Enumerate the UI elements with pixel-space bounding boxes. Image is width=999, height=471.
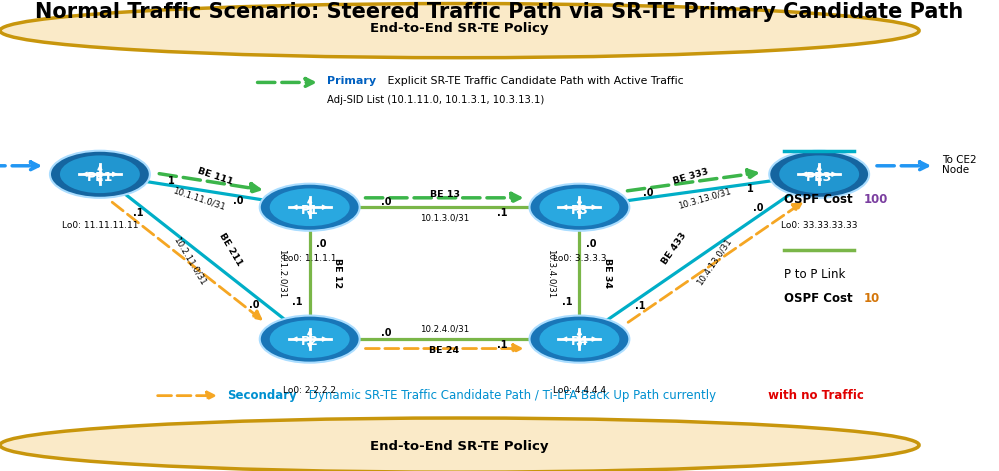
Text: .0: .0 — [382, 328, 392, 339]
Text: Lo0: 1.1.1.1: Lo0: 1.1.1.1 — [283, 254, 337, 263]
Text: P to PE Link: P to PE Link — [784, 170, 853, 183]
Text: 100: 100 — [864, 193, 888, 206]
Text: PE3: PE3 — [806, 171, 832, 184]
Text: .1: .1 — [498, 208, 507, 218]
Text: 10.1.11.0/31: 10.1.11.0/31 — [172, 186, 227, 212]
Ellipse shape — [0, 3, 919, 57]
Text: Normal Traffic Scenario: Steered Traffic Path via SR-TE Primary Candidate Path: Normal Traffic Scenario: Steered Traffic… — [35, 2, 964, 22]
Text: OSPF Cost: OSPF Cost — [784, 292, 857, 305]
Text: BE 12: BE 12 — [333, 258, 343, 288]
Text: 10.3.13.0/31: 10.3.13.0/31 — [676, 187, 732, 211]
Text: End-to-End SR-TE Policy: End-to-End SR-TE Policy — [371, 22, 548, 35]
Text: .0: .0 — [382, 196, 392, 207]
Text: P3: P3 — [570, 203, 588, 217]
Text: 1: 1 — [746, 184, 753, 194]
Circle shape — [50, 151, 150, 198]
Text: BE 333: BE 333 — [671, 167, 709, 186]
Text: with no Traffic: with no Traffic — [764, 389, 864, 402]
Text: P to P Link: P to P Link — [784, 268, 845, 282]
Text: Lo0: 11.11.11.11: Lo0: 11.11.11.11 — [62, 221, 138, 230]
Text: Lo0: 4.4.4.4: Lo0: 4.4.4.4 — [552, 386, 606, 395]
Text: P4: P4 — [570, 335, 588, 349]
Text: .0: .0 — [643, 188, 653, 198]
Text: 10.1.2.0/31: 10.1.2.0/31 — [277, 249, 287, 298]
Circle shape — [260, 316, 360, 363]
Circle shape — [60, 155, 140, 193]
Text: BE 24: BE 24 — [430, 346, 460, 356]
Text: 10.3.4.0/31: 10.3.4.0/31 — [546, 249, 556, 298]
Text: Primary: Primary — [327, 75, 376, 86]
Text: BE 211: BE 211 — [217, 231, 244, 268]
Text: 10.1.3.0/31: 10.1.3.0/31 — [420, 213, 470, 222]
Ellipse shape — [0, 418, 919, 471]
Text: .0: .0 — [233, 196, 244, 206]
Text: BE 433: BE 433 — [660, 231, 688, 266]
Text: .1: .1 — [634, 301, 645, 311]
Text: Adj-SID List (10.1.11.0, 10.1.3.1, 10.3.13.1): Adj-SID List (10.1.11.0, 10.1.3.1, 10.3.… — [327, 95, 543, 106]
Text: BE 34: BE 34 — [602, 258, 612, 288]
Text: .0: .0 — [317, 239, 327, 249]
Text: 10.2.4.0/31: 10.2.4.0/31 — [420, 324, 470, 333]
Circle shape — [270, 188, 350, 226]
Text: Explicit SR-TE Traffic Candidate Path with Active Traffic: Explicit SR-TE Traffic Candidate Path wi… — [384, 75, 683, 86]
Text: .0: .0 — [586, 239, 596, 249]
Text: .1: .1 — [293, 297, 303, 308]
Text: Lo0: 33.33.33.33: Lo0: 33.33.33.33 — [781, 221, 857, 230]
Text: Node: Node — [942, 164, 969, 175]
Text: Secondary: Secondary — [227, 389, 297, 402]
Text: BE 13: BE 13 — [430, 189, 460, 199]
Text: PE1: PE1 — [87, 171, 113, 184]
Text: .1: .1 — [562, 297, 572, 308]
Text: End-to-End SR-TE Policy: End-to-End SR-TE Policy — [371, 440, 548, 453]
Text: OSPF Cost: OSPF Cost — [784, 193, 857, 206]
Text: .0: .0 — [249, 300, 260, 310]
Circle shape — [779, 155, 859, 193]
Circle shape — [529, 316, 629, 363]
Text: 10.4.13.0/31: 10.4.13.0/31 — [695, 236, 733, 287]
Text: .1: .1 — [498, 340, 507, 350]
Circle shape — [260, 184, 360, 231]
Text: 10.2.11.0/31: 10.2.11.0/31 — [172, 236, 208, 287]
Circle shape — [769, 151, 869, 198]
Text: 1: 1 — [168, 176, 175, 186]
Circle shape — [539, 320, 619, 358]
Text: BE 111: BE 111 — [196, 166, 234, 187]
Text: 10: 10 — [864, 292, 880, 305]
Text: To CE2: To CE2 — [942, 155, 977, 165]
Text: .0: .0 — [753, 203, 764, 212]
Text: P1: P1 — [301, 203, 319, 217]
Text: Lo0: 3.3.3.3: Lo0: 3.3.3.3 — [552, 254, 606, 263]
Circle shape — [539, 188, 619, 226]
Text: .1: .1 — [133, 208, 143, 219]
Circle shape — [529, 184, 629, 231]
Text: Lo0: 2.2.2.2: Lo0: 2.2.2.2 — [283, 386, 337, 395]
Circle shape — [270, 320, 350, 358]
Text: P2: P2 — [301, 335, 319, 349]
Text: Dynamic SR-TE Traffic Candidate Path / Ti-LFA Back Up Path currently: Dynamic SR-TE Traffic Candidate Path / T… — [305, 389, 716, 402]
